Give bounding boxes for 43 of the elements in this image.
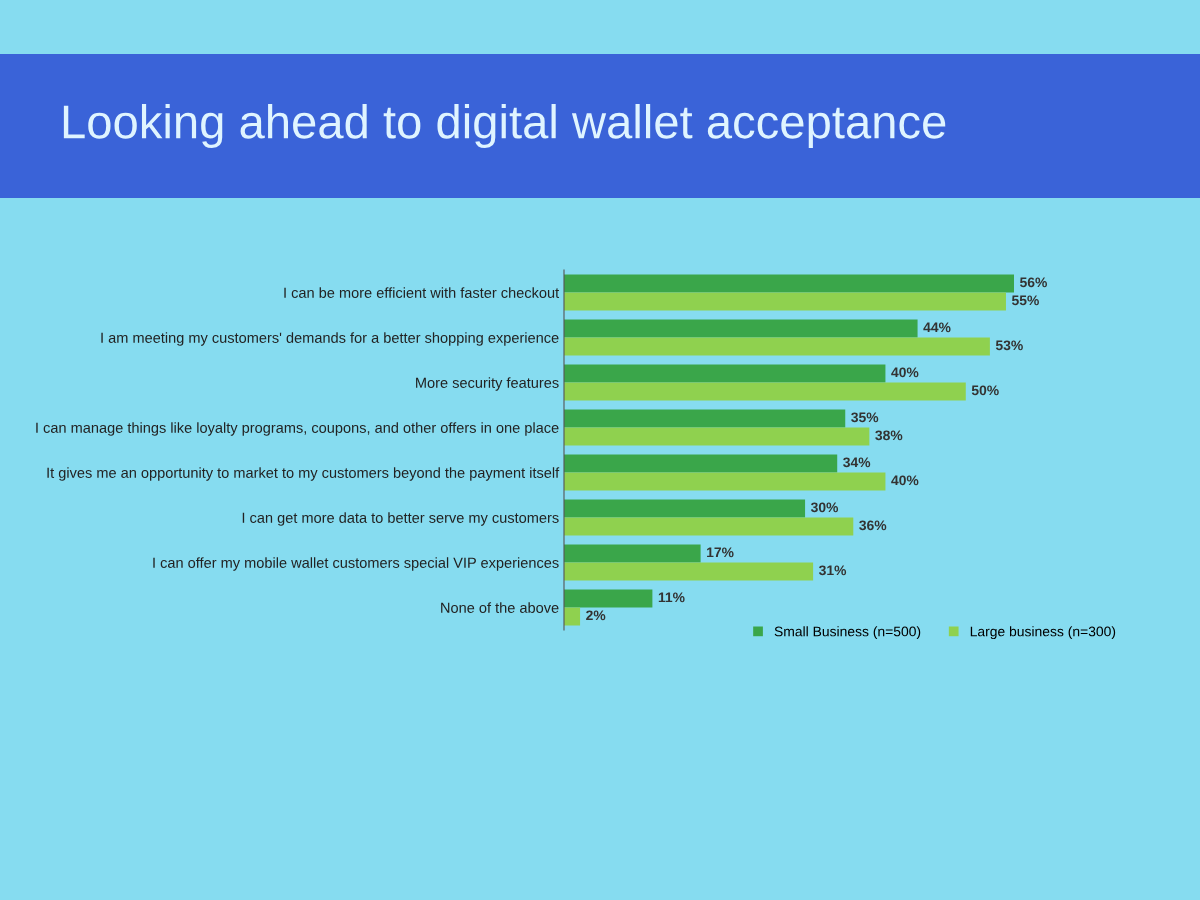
y-tick-label: It gives me an opportunity to market to my customers beyond the payment itself xyxy=(47,467,560,481)
y-tick-label: I am meeting my customers' demands for a better shopping experience xyxy=(101,332,559,346)
data-label: 50% xyxy=(971,385,999,396)
data-label: 30% xyxy=(810,502,839,513)
data-label: 2% xyxy=(586,610,606,621)
bar xyxy=(564,337,990,356)
data-label: 55% xyxy=(1011,295,1039,306)
data-label: 11% xyxy=(658,592,685,603)
data-label: 34% xyxy=(843,457,871,468)
data-label: 40% xyxy=(891,367,919,378)
data-label: 56% xyxy=(1019,277,1047,288)
bar xyxy=(564,499,806,518)
legend-label: Large business (n=300) xyxy=(970,626,1116,640)
bar xyxy=(564,562,814,581)
bar xyxy=(564,364,886,383)
bar xyxy=(564,382,966,401)
bar xyxy=(564,292,1006,311)
data-label: 35% xyxy=(851,412,879,423)
data-label: 44% xyxy=(923,322,951,333)
y-tick-label: I can offer my mobile wallet customers special VIP experiences xyxy=(153,557,559,571)
data-label: 53% xyxy=(995,340,1023,351)
bar xyxy=(564,274,1014,293)
data-label: 40% xyxy=(891,475,919,486)
bar xyxy=(564,544,701,563)
bar xyxy=(564,472,886,491)
y-tick-label: More security features xyxy=(416,377,559,391)
bar xyxy=(564,427,870,446)
data-label: 31% xyxy=(818,565,847,576)
data-label: 17% xyxy=(707,547,734,558)
legend-label: Small Business (n=500) xyxy=(774,626,921,640)
y-tick-label: I can manage things like loyalty programs, coupons, and other offers in one place xyxy=(36,422,559,436)
chart-title: Looking ahead to digital wallet acceptance xyxy=(63,103,946,149)
y-tick-label: I can get more data to better serve my customers xyxy=(242,512,559,526)
bar xyxy=(564,607,581,626)
bar xyxy=(564,517,854,536)
y-tick-label: I can be more efficient with faster checkout xyxy=(284,287,560,298)
data-label: 36% xyxy=(859,520,887,531)
bar xyxy=(564,589,653,608)
y-tick-label: None of the above xyxy=(441,602,559,613)
bar xyxy=(564,409,846,428)
data-label: 38% xyxy=(875,430,903,441)
bar xyxy=(564,454,838,473)
bar xyxy=(564,319,918,338)
